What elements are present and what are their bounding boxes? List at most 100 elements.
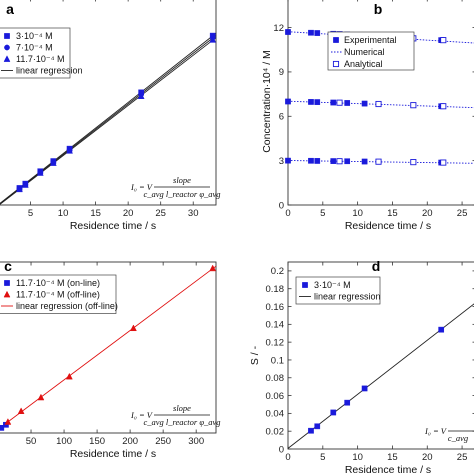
- panel-label: c: [4, 258, 12, 274]
- y-tick-label: 0.18: [266, 284, 285, 295]
- legend-box: [295, 276, 381, 305]
- x-tick-label: 15: [90, 208, 101, 219]
- analytical-point: [440, 37, 447, 44]
- y-tick-label: 6: [279, 112, 284, 123]
- legend-box: [0, 27, 71, 79]
- experimental-point: [308, 99, 314, 105]
- formula-numerator: slope: [173, 403, 191, 413]
- analytical-point: [410, 102, 417, 109]
- formula: I₀ = V slope c_avg l_reactor φ_avg: [130, 175, 221, 199]
- x-axis-label: Residence time / s: [345, 220, 431, 232]
- x-tick-label: 50: [26, 436, 37, 447]
- data-point: [209, 36, 217, 43]
- data-point: [16, 185, 23, 193]
- x-tick-label: 25: [457, 208, 468, 219]
- x-tick-label: 20: [422, 208, 433, 219]
- legend-label: 11.7·10⁻⁴ M (on-line): [16, 278, 100, 288]
- data-point: [314, 423, 321, 430]
- y-tick-label: 0.14: [266, 320, 285, 331]
- experimental-point: [285, 157, 291, 164]
- data-point: [49, 159, 57, 166]
- analytical-point: [375, 100, 382, 108]
- legend-label: Analytical: [344, 59, 383, 69]
- formula-lhs: I₀ = V: [130, 182, 154, 192]
- legend-marker: [4, 280, 10, 286]
- legend-box: [327, 31, 415, 71]
- analytical-point: [410, 159, 417, 166]
- formula-denominator: c_avg l_reactor φ_avg: [143, 189, 220, 199]
- legend-label: linear regression: [314, 292, 381, 302]
- x-tick-label: 250: [155, 436, 171, 447]
- legend-label: 3·10⁻⁴ M: [314, 280, 351, 290]
- legend-label: 3·10⁻⁴ M: [16, 31, 53, 41]
- formula: I₀ = Vc_avg: [424, 426, 474, 443]
- experimental-point: [285, 29, 291, 35]
- data-point: [308, 427, 314, 434]
- formula: I₀ = V slope c_avg l_reactor φ_avg: [130, 403, 221, 427]
- formula-lhs: I₀ = V: [130, 410, 154, 420]
- experimental-point: [361, 158, 368, 165]
- y-tick-label: 0.02: [266, 426, 285, 437]
- y-tick-label: 3: [279, 156, 284, 167]
- data-point: [361, 385, 368, 392]
- data-point: [438, 326, 445, 333]
- y-axis-label: Concentration·10⁴ / M: [261, 50, 273, 153]
- panel-label: b: [374, 1, 383, 17]
- y-tick-label: 0.12: [266, 337, 285, 348]
- legend-marker-analytical: [332, 60, 340, 68]
- x-tick-label: 0: [285, 208, 290, 219]
- x-tick-label: 20: [123, 208, 134, 219]
- data-point: [209, 264, 217, 272]
- plot-frame: [287, 261, 474, 450]
- analytical-point: [440, 159, 447, 166]
- formula-denominator: c_avg l_reactor φ_avg: [143, 417, 220, 427]
- panel-label: a: [6, 1, 14, 17]
- analytical-point: [336, 99, 343, 106]
- legend-label: 11.7·10⁻⁴ M: [16, 54, 64, 64]
- data-point: [0, 425, 5, 431]
- experimental-point: [344, 100, 351, 106]
- x-tick-label: 5: [28, 208, 33, 219]
- y-tick-label: 0: [279, 200, 284, 211]
- legend-label: linear regression: [16, 66, 83, 76]
- legend-label: 7·10⁻⁴ M: [16, 43, 53, 53]
- legend-label: 11.7·10⁻⁴ M (off-line): [16, 290, 100, 300]
- plot-frame: [0, 0, 217, 206]
- x-tick-label: 150: [89, 436, 105, 447]
- y-axis-label: S / -: [249, 345, 261, 365]
- formula-numerator: slope: [173, 175, 191, 185]
- x-tick-label: 30: [188, 208, 199, 219]
- experimental-point: [314, 158, 321, 164]
- x-tick-label: 15: [387, 452, 398, 463]
- regression-line: [0, 37, 217, 205]
- legend-marker-experimental: [333, 37, 339, 43]
- legend-label: Numerical: [344, 47, 385, 57]
- data-point: [65, 372, 73, 380]
- legend-label: Experimental: [344, 35, 397, 45]
- data-point: [137, 92, 145, 99]
- x-axis-label: Residence time / s: [70, 448, 156, 460]
- x-axis-label: Residence time / s: [345, 464, 431, 474]
- x-tick-label: 5: [320, 452, 325, 463]
- y-tick-label: 0.16: [266, 302, 285, 313]
- formula-lhs: I₀ = V: [424, 426, 448, 436]
- data-point: [130, 324, 137, 332]
- experimental-point: [308, 29, 314, 36]
- y-tick-label: 0.2: [271, 266, 284, 277]
- experimental-point: [285, 98, 291, 105]
- experimental-point: [344, 158, 351, 165]
- legend-marker: [3, 55, 11, 62]
- y-tick-label: 12: [273, 23, 284, 34]
- data-point: [21, 181, 29, 188]
- regression-line: [0, 265, 217, 429]
- experimental-point: [330, 158, 337, 164]
- data-point: [36, 169, 44, 176]
- data-point: [17, 407, 25, 414]
- x-tick-label: 0: [285, 452, 290, 463]
- x-tick-label: 200: [122, 436, 138, 447]
- experimental-point: [314, 99, 321, 105]
- regression-line: [0, 32, 217, 204]
- y-tick-label: 0.04: [266, 409, 285, 420]
- analytical-point: [440, 103, 447, 110]
- legend-marker: [4, 44, 10, 51]
